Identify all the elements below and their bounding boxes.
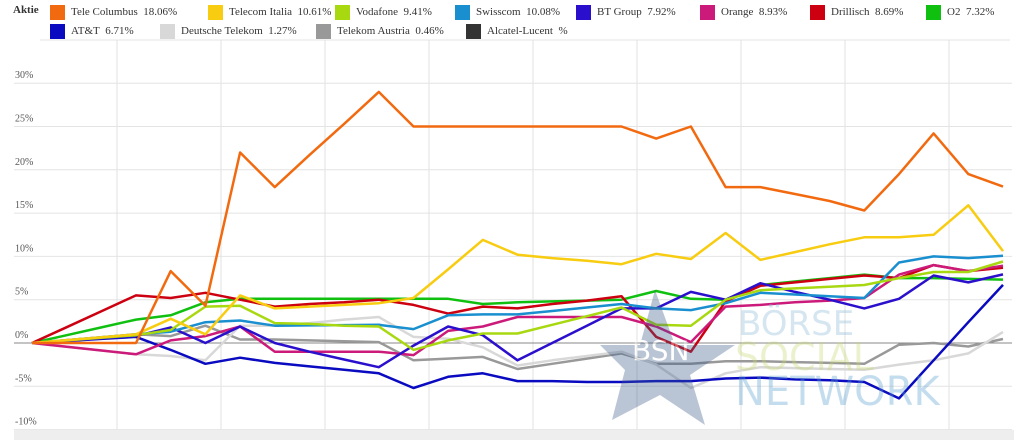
legend-item[interactable]: Tele Columbus 18.06% xyxy=(50,4,177,20)
legend-swatch xyxy=(700,4,715,20)
legend-item[interactable]: Orange 8.93% xyxy=(700,4,787,20)
legend-label: AT&T 6.71% xyxy=(71,25,134,37)
watermark-star xyxy=(600,290,735,425)
legend-label: Alcatel-Lucent % xyxy=(487,25,568,37)
legend-item[interactable]: AT&T 6.71% xyxy=(50,23,134,39)
legend-label: Drillisch 8.69% xyxy=(831,6,904,18)
legend-item[interactable]: BT Group 7.92% xyxy=(576,4,676,20)
legend-swatch xyxy=(50,4,65,20)
legend-label: Telecom Italia 10.61% xyxy=(229,6,332,18)
legend-item[interactable]: Vodafone 9.41% xyxy=(335,4,432,20)
legend-swatch xyxy=(160,23,175,39)
y-tick-label: 25% xyxy=(15,114,33,125)
legend-swatch xyxy=(335,4,350,20)
legend-item[interactable]: Deutsche Telekom 1.27% xyxy=(160,23,297,39)
y-tick-label: -10% xyxy=(15,417,37,428)
y-tick-label: -5% xyxy=(15,373,32,384)
series-line-bt-group[interactable] xyxy=(31,273,1004,369)
legend-label: Deutsche Telekom 1.27% xyxy=(181,25,297,37)
legend-swatch xyxy=(455,4,470,20)
series-lines xyxy=(31,90,1004,400)
watermark-line2: SOCIAL xyxy=(735,335,874,379)
y-axis: 30% 25% 20% 15% 10% 5% 0% -5% -10% xyxy=(15,70,37,427)
watermark-logo: BSN BÖRSE SOCIAL NETWORK xyxy=(600,290,941,425)
legend-swatch xyxy=(810,4,825,20)
legend-swatch xyxy=(466,23,481,39)
watermark-line1: BÖRSE xyxy=(738,303,854,344)
legend-label: Vodafone 9.41% xyxy=(356,6,432,18)
series-line-tele-columbus[interactable] xyxy=(32,90,1004,345)
watermark-star-text: BSN xyxy=(632,334,689,367)
series-line-vodafone[interactable] xyxy=(31,260,1004,352)
grid xyxy=(14,39,1014,440)
legend-swatch xyxy=(926,4,941,20)
x-axis-band xyxy=(14,430,1014,440)
legend-swatch xyxy=(316,23,331,39)
legend-swatch xyxy=(50,23,65,39)
legend-title: Aktie xyxy=(13,4,39,16)
y-tick-label: 30% xyxy=(15,70,33,81)
legend-swatch xyxy=(576,4,591,20)
legend-label: BT Group 7.92% xyxy=(597,6,676,18)
series-line-telecom-italia[interactable] xyxy=(31,204,1004,345)
legend-label: Tele Columbus 18.06% xyxy=(71,6,178,18)
legend-swatch xyxy=(208,4,223,20)
y-tick-label: 0% xyxy=(15,330,28,341)
legend-label: O2 7.32% xyxy=(947,6,995,18)
legend-item[interactable]: O2 7.32% xyxy=(926,4,994,20)
legend-item[interactable]: Telecom Italia 10.61% xyxy=(208,4,331,20)
series-line-swisscom[interactable] xyxy=(31,254,1004,345)
series-line-at-t[interactable] xyxy=(31,284,1004,400)
legend-label: Swisscom 10.08% xyxy=(476,6,561,18)
legend-item[interactable]: Alcatel-Lucent % xyxy=(466,23,568,39)
y-tick-label: 15% xyxy=(15,200,33,211)
legend-item[interactable]: Drillisch 8.69% xyxy=(810,4,903,20)
legend-label: Orange 8.93% xyxy=(721,6,788,18)
legend-label: Telekom Austria 0.46% xyxy=(337,25,444,37)
legend-item[interactable]: Telekom Austria 0.46% xyxy=(316,23,444,39)
legend-item[interactable]: Swisscom 10.08% xyxy=(455,4,560,20)
y-tick-label: 5% xyxy=(15,287,28,298)
y-tick-label: 10% xyxy=(15,243,33,254)
chart-legend: Aktie Tele Columbus 18.06% Telecom Italia… xyxy=(0,0,1024,42)
y-tick-label: 20% xyxy=(15,157,33,168)
watermark-line3: NETWORK xyxy=(735,369,941,415)
